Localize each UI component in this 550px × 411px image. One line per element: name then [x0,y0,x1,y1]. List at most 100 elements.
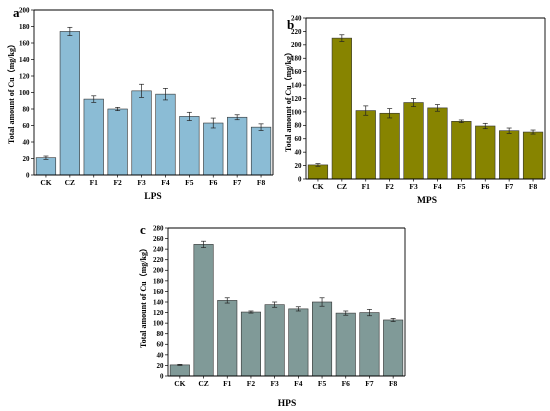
panel-a-bar-F7 [227,116,248,176]
panel-a-category-label-CZ: CZ [65,178,75,187]
panel-c-category-label-F6: F6 [342,379,351,388]
panel-b-category-label-F7: F7 [505,182,514,191]
panel-a-category-label-F5: F5 [185,178,194,187]
panel-a-letter: a [13,5,20,20]
panel-b-bar-F6 [475,125,496,180]
panel-a-category-label-F3: F3 [137,178,146,187]
panel-a-category-label-F4: F4 [161,178,170,187]
panel-b-bar-F2 [379,112,400,180]
panel-b-y-tick-label-80: 80 [295,122,303,130]
panel-b-bar-CK [307,164,329,180]
panel-c-bar-F8 [383,319,404,377]
panel-c-y-tick-label-80: 80 [157,330,165,338]
panel-b-y-tick-label-180: 180 [291,55,302,63]
panel-a-y-tick-label-60: 60 [23,122,31,130]
panel-c-bar-F5 [312,301,333,377]
panel-c-bar-F6 [335,312,356,377]
panel-a-bar-F3 [131,90,152,176]
panel-b-category-label-F8: F8 [529,182,538,191]
panel-b-y-axis-label: Total amount of Cu（mg/kg） [283,48,293,152]
panel-c-y-tick-label-60: 60 [157,341,165,349]
panel-a-y-tick-label-120: 120 [19,72,30,80]
panel-a-category-label-CK: CK [40,178,51,187]
panel-a-category-label-F6: F6 [209,178,218,187]
panel-a-category-label-F1: F1 [90,178,99,187]
panel-c-category-label-F4: F4 [294,379,303,388]
panel-c-y-tick-label-0: 0 [160,372,164,380]
panel-c-category-label-F5: F5 [318,379,327,388]
panel-b-bar-F1 [355,110,376,180]
panel-a-y-tick-label-40: 40 [23,138,31,146]
panel-a-category-label-F8: F8 [257,178,266,187]
panel-b-bar-F7 [499,130,520,180]
panel-b-letter: b [287,17,294,32]
panel-c-y-tick-label-180: 180 [153,277,164,285]
panel-c-chart: c Total amount of Cu（mg/kg） HPS CK CZ F1 F2… [138,222,406,409]
panel-b-bar-CZ [331,37,352,180]
panel-b-y-tick-label-20: 20 [295,162,303,170]
panel-c-y-tick-label-140: 140 [153,298,164,306]
panel-a-y-tick-label-100: 100 [19,89,30,97]
panel-b-y-tick-label-240: 240 [291,14,302,22]
panel-c-category-label-F1: F1 [223,379,232,388]
panel-c-category-label-CZ: CZ [198,379,208,388]
panel-b-y-tick-label-140: 140 [291,81,302,89]
panel-a-chart: a Total amount of Cu（mg/kg） LPS CK CZ F1 F2… [6,5,274,202]
panel-a-bar-F8 [250,126,272,176]
panel-a-y-tick-label-20: 20 [23,155,31,163]
panel-a-bar-F6 [203,122,224,176]
panel-c-y-tick-label-240: 240 [153,246,164,254]
panel-c-category-label-F8: F8 [389,379,398,388]
panel-b-category-label-CK: CK [312,182,323,191]
panel-c-letter: c [140,222,146,237]
panel-a-y-tick-label-200: 200 [19,6,30,14]
panel-c-y-tick-label-160: 160 [153,288,164,296]
panel-a-bar-F5 [179,116,200,176]
panel-c-y-axis-label: Total amount of Cu（mg/kg） [138,244,148,348]
panel-a-x-axis-title: LPS [144,192,161,202]
panel-c-x-axis-title: HPS [278,399,296,409]
panel-c-bar-F3 [264,304,285,377]
panel-c-bar-F4 [288,308,309,377]
panel-c-y-tick-label-40: 40 [157,351,165,359]
panel-c-y-tick-label-100: 100 [153,320,164,328]
panel-b-x-axis-title: MPS [417,196,437,206]
panel-a-bar-CZ [59,31,80,176]
panel-b-category-label-F3: F3 [409,182,418,191]
panel-b-y-tick-label-200: 200 [291,41,302,49]
panel-a-bar-CK [35,157,57,176]
panel-c-y-tick-label-120: 120 [153,309,164,317]
panel-b-y-tick-label-40: 40 [295,149,303,157]
panel-a-bar-F1 [83,98,104,176]
panel-c-bar-F2 [240,311,261,377]
panel-a-bar-F4 [155,93,176,176]
panel-c-category-label-F3: F3 [270,379,279,388]
panel-b-y-tick-label-60: 60 [295,135,303,143]
panel-b-bar-F8 [522,131,544,180]
panel-b-bar-F5 [451,121,472,180]
panel-a-y-axis-label: Total amount of Cu（mg/kg） [6,40,16,144]
panel-c-category-label-F2: F2 [247,379,256,388]
panel-b-y-tick-label-100: 100 [291,108,302,116]
panel-a-bar-F2 [107,108,128,176]
panel-b-bar-F4 [427,107,448,180]
panel-c-y-tick-label-200: 200 [153,267,164,275]
panel-b-category-label-CZ: CZ [337,182,347,191]
panel-c-bar-CK [169,364,190,377]
panel-b-y-tick-label-220: 220 [291,28,302,36]
panel-c-y-tick-label-260: 260 [153,235,164,243]
panel-c-y-tick-label-20: 20 [157,362,165,370]
panel-b-y-tick-label-120: 120 [291,95,302,103]
panel-b-category-label-F5: F5 [457,182,466,191]
panel-c-bar-CZ [193,244,214,377]
panel-a-y-tick-label-0: 0 [26,171,30,179]
panel-b-category-label-F6: F6 [481,182,490,191]
panel-b-category-label-F1: F1 [362,182,371,191]
panel-a-y-tick-label-80: 80 [23,105,31,113]
panel-a-category-label-F7: F7 [233,178,242,187]
panel-c-y-tick-label-220: 220 [153,256,164,264]
panel-c-category-label-CK: CK [174,379,185,388]
panel-b-y-tick-label-160: 160 [291,68,302,76]
panel-c-y-tick-label-280: 280 [153,224,164,232]
